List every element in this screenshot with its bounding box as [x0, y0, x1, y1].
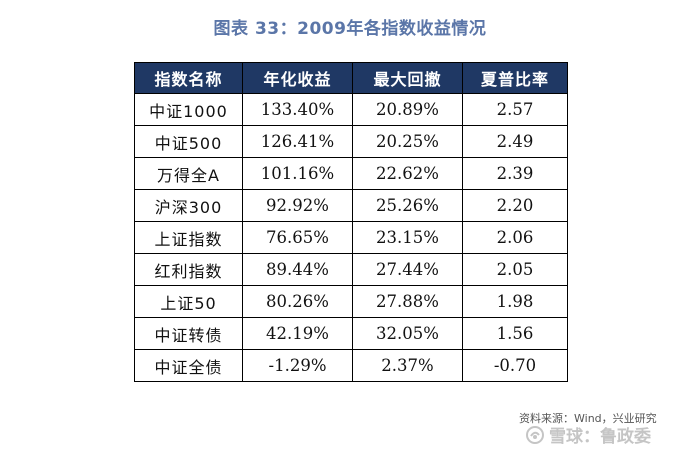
- index-returns-table: 指数名称 年化收益 最大回撤 夏普比率 中证1000 133.40% 20.89…: [134, 62, 568, 382]
- header-sharpe-ratio: 夏普比率: [462, 62, 568, 94]
- cell-index-name: 沪深300: [134, 189, 243, 222]
- watermark-text: 雪球：鲁政委: [549, 427, 651, 447]
- cell-annual-return: 89.44%: [242, 253, 353, 286]
- cell-index-name: 中证1000: [134, 93, 243, 126]
- cell-sharpe-ratio: 2.05: [462, 253, 568, 286]
- cell-sharpe-ratio: 2.06: [462, 221, 568, 254]
- header-annual-return: 年化收益: [242, 62, 353, 94]
- cell-index-name: 中证全债: [134, 349, 243, 382]
- table-row: 中证全债 -1.29% 2.37% -0.70: [134, 349, 568, 382]
- cell-max-drawdown: 23.15%: [352, 221, 463, 254]
- source-note: 资料来源：Wind，兴业研究: [519, 412, 657, 425]
- header-max-drawdown: 最大回撤: [352, 62, 463, 94]
- table-row: 中证转债 42.19% 32.05% 1.56: [134, 317, 568, 350]
- header-index-name: 指数名称: [134, 62, 243, 94]
- snowball-logo-icon: [526, 425, 544, 444]
- cell-index-name: 中证500: [134, 125, 243, 158]
- cell-annual-return: 133.40%: [242, 93, 353, 126]
- cell-annual-return: 126.41%: [242, 125, 353, 158]
- cell-annual-return: -1.29%: [242, 349, 353, 382]
- table-row: 上证50 80.26% 27.88% 1.98: [134, 285, 568, 318]
- cell-annual-return: 92.92%: [242, 189, 353, 222]
- cell-sharpe-ratio: 2.39: [462, 157, 568, 190]
- cell-max-drawdown: 2.37%: [352, 349, 463, 382]
- cell-index-name: 上证50: [134, 285, 243, 318]
- table-header-row: 指数名称 年化收益 最大回撤 夏普比率: [134, 62, 568, 94]
- table-row: 万得全A 101.16% 22.62% 2.39: [134, 157, 568, 190]
- cell-max-drawdown: 27.88%: [352, 285, 463, 318]
- cell-sharpe-ratio: 2.20: [462, 189, 568, 222]
- cell-index-name: 中证转债: [134, 317, 243, 350]
- table-row: 红利指数 89.44% 27.44% 2.05: [134, 253, 568, 286]
- table-row: 中证500 126.41% 20.25% 2.49: [134, 125, 568, 158]
- cell-max-drawdown: 22.62%: [352, 157, 463, 190]
- cell-annual-return: 101.16%: [242, 157, 353, 190]
- cell-sharpe-ratio: -0.70: [462, 349, 568, 382]
- cell-annual-return: 80.26%: [242, 285, 353, 318]
- cell-index-name: 上证指数: [134, 221, 243, 254]
- cell-max-drawdown: 20.89%: [352, 93, 463, 126]
- cell-sharpe-ratio: 1.98: [462, 285, 568, 318]
- figure-title: 图表 33：2009年各指数收益情况: [213, 19, 487, 39]
- cell-index-name: 万得全A: [134, 157, 243, 190]
- cell-max-drawdown: 32.05%: [352, 317, 463, 350]
- cell-sharpe-ratio: 2.49: [462, 125, 568, 158]
- cell-max-drawdown: 25.26%: [352, 189, 463, 222]
- cell-annual-return: 76.65%: [242, 221, 353, 254]
- cell-max-drawdown: 20.25%: [352, 125, 463, 158]
- cell-sharpe-ratio: 1.56: [462, 317, 568, 350]
- cell-annual-return: 42.19%: [242, 317, 353, 350]
- cell-max-drawdown: 27.44%: [352, 253, 463, 286]
- cell-index-name: 红利指数: [134, 253, 243, 286]
- cell-sharpe-ratio: 2.57: [462, 93, 568, 126]
- table-row: 上证指数 76.65% 23.15% 2.06: [134, 221, 568, 254]
- watermark: 雪球：鲁政委: [525, 422, 651, 447]
- table-row: 沪深300 92.92% 25.26% 2.20: [134, 189, 568, 222]
- table-row: 中证1000 133.40% 20.89% 2.57: [134, 93, 568, 126]
